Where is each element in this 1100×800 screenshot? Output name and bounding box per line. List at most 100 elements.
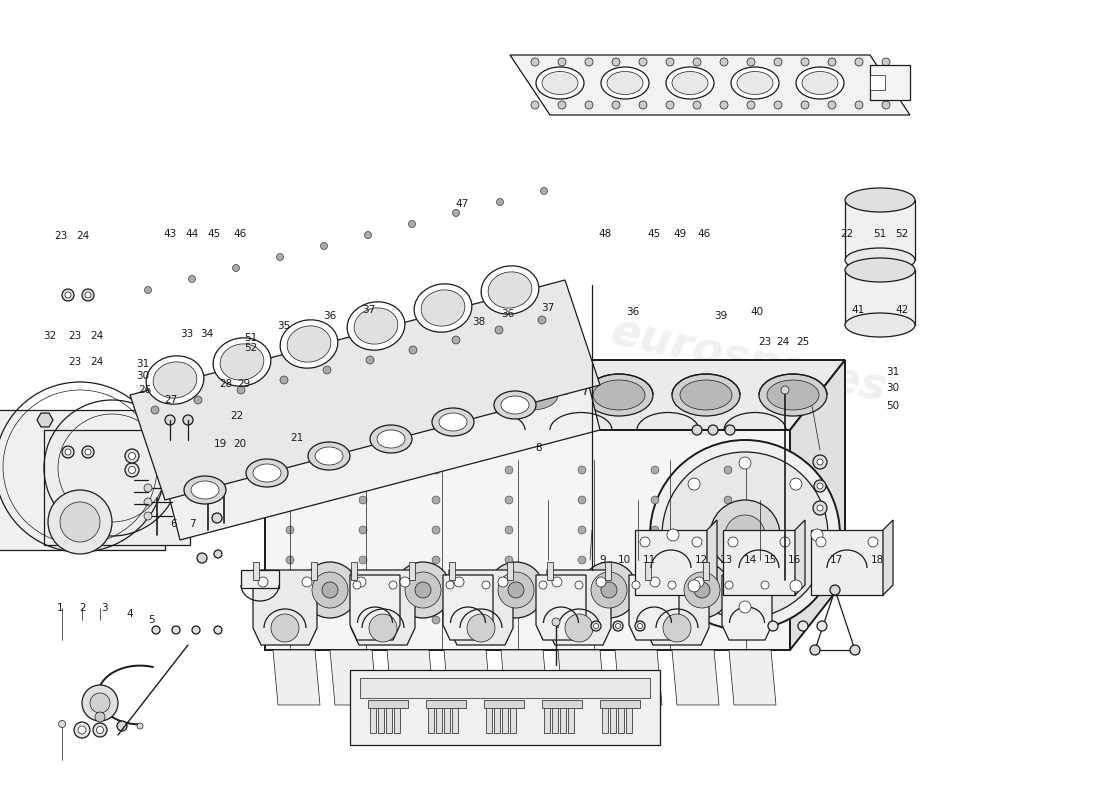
Text: 51: 51 bbox=[873, 229, 887, 238]
Bar bbox=[368, 700, 408, 708]
Polygon shape bbox=[845, 270, 915, 325]
Circle shape bbox=[62, 289, 74, 301]
Text: 24: 24 bbox=[777, 338, 790, 347]
Circle shape bbox=[302, 577, 312, 587]
Ellipse shape bbox=[332, 380, 384, 410]
Circle shape bbox=[188, 275, 196, 282]
Polygon shape bbox=[729, 650, 776, 705]
Circle shape bbox=[224, 429, 236, 441]
Circle shape bbox=[810, 645, 820, 655]
Bar bbox=[350, 670, 660, 745]
Polygon shape bbox=[790, 360, 845, 650]
Circle shape bbox=[505, 616, 513, 624]
Circle shape bbox=[286, 586, 294, 594]
Circle shape bbox=[224, 416, 236, 428]
Circle shape bbox=[214, 550, 222, 558]
Circle shape bbox=[747, 101, 755, 109]
Text: 39: 39 bbox=[714, 311, 727, 321]
Bar bbox=[502, 705, 508, 733]
Circle shape bbox=[505, 586, 513, 594]
Circle shape bbox=[539, 581, 547, 589]
Polygon shape bbox=[444, 650, 491, 705]
Text: 36: 36 bbox=[502, 310, 515, 319]
Circle shape bbox=[280, 376, 288, 384]
Circle shape bbox=[65, 449, 72, 455]
Circle shape bbox=[454, 577, 464, 587]
Circle shape bbox=[692, 537, 702, 547]
Circle shape bbox=[552, 618, 560, 626]
Text: 23: 23 bbox=[68, 357, 81, 366]
Text: 52: 52 bbox=[244, 343, 257, 353]
Circle shape bbox=[591, 621, 601, 631]
Ellipse shape bbox=[411, 374, 478, 416]
Ellipse shape bbox=[732, 67, 779, 99]
Circle shape bbox=[710, 500, 780, 570]
Bar bbox=[370, 705, 376, 733]
Polygon shape bbox=[811, 530, 883, 595]
Bar bbox=[449, 562, 455, 580]
Circle shape bbox=[505, 526, 513, 534]
Circle shape bbox=[197, 553, 207, 563]
Circle shape bbox=[725, 581, 733, 589]
Circle shape bbox=[725, 515, 764, 555]
Text: 24: 24 bbox=[76, 231, 89, 241]
Polygon shape bbox=[0, 410, 165, 550]
Circle shape bbox=[498, 572, 534, 608]
Ellipse shape bbox=[253, 464, 280, 482]
Text: 48: 48 bbox=[598, 229, 612, 238]
Circle shape bbox=[780, 537, 790, 547]
Polygon shape bbox=[443, 575, 493, 640]
Ellipse shape bbox=[506, 380, 558, 410]
Circle shape bbox=[165, 415, 175, 425]
Circle shape bbox=[813, 501, 827, 515]
Circle shape bbox=[389, 581, 397, 589]
Circle shape bbox=[356, 577, 366, 587]
Text: 37: 37 bbox=[362, 306, 375, 315]
Circle shape bbox=[552, 577, 562, 587]
Circle shape bbox=[817, 621, 827, 631]
Circle shape bbox=[581, 562, 637, 618]
Polygon shape bbox=[615, 650, 662, 705]
Circle shape bbox=[286, 526, 294, 534]
Bar bbox=[547, 562, 553, 580]
Circle shape bbox=[531, 101, 539, 109]
Ellipse shape bbox=[419, 380, 471, 410]
Circle shape bbox=[651, 586, 659, 594]
Circle shape bbox=[408, 221, 416, 227]
Ellipse shape bbox=[845, 188, 915, 212]
Circle shape bbox=[774, 58, 782, 66]
Text: 16: 16 bbox=[788, 555, 801, 565]
Circle shape bbox=[882, 58, 890, 66]
Bar bbox=[568, 705, 574, 733]
Text: 27: 27 bbox=[164, 395, 177, 405]
Text: 19: 19 bbox=[213, 439, 227, 449]
Circle shape bbox=[578, 556, 586, 564]
Circle shape bbox=[286, 556, 294, 564]
Circle shape bbox=[85, 292, 91, 298]
Text: 23: 23 bbox=[68, 331, 81, 341]
Circle shape bbox=[432, 526, 440, 534]
Circle shape bbox=[689, 478, 700, 490]
Ellipse shape bbox=[767, 380, 820, 410]
Circle shape bbox=[505, 496, 513, 504]
Circle shape bbox=[95, 712, 104, 722]
Polygon shape bbox=[707, 520, 717, 595]
Circle shape bbox=[666, 58, 674, 66]
Ellipse shape bbox=[737, 71, 773, 94]
Circle shape bbox=[183, 415, 192, 425]
Text: 24: 24 bbox=[90, 331, 103, 341]
Circle shape bbox=[651, 526, 659, 534]
Text: eurospares: eurospares bbox=[606, 310, 890, 410]
Circle shape bbox=[359, 556, 367, 564]
Circle shape bbox=[302, 562, 358, 618]
Polygon shape bbox=[510, 55, 910, 115]
Text: 2: 2 bbox=[79, 603, 86, 613]
Circle shape bbox=[612, 58, 620, 66]
Circle shape bbox=[596, 577, 606, 587]
Bar bbox=[494, 705, 501, 733]
Text: 12: 12 bbox=[695, 555, 708, 565]
Circle shape bbox=[578, 616, 586, 624]
Text: 10: 10 bbox=[618, 555, 631, 565]
Circle shape bbox=[94, 723, 107, 737]
Circle shape bbox=[651, 616, 659, 624]
